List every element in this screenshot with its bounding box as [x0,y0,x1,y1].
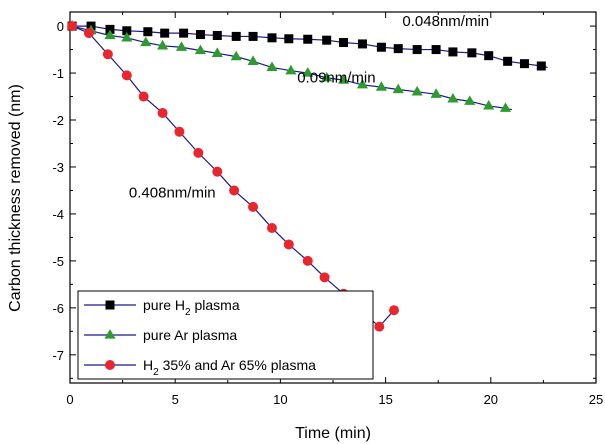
marker-circle [102,49,113,60]
marker-square [160,28,170,38]
marker-triangle [230,50,242,61]
legend-label: H2 35% and Ar 65% plasma [143,357,316,378]
x-tick-label: 5 [172,392,179,407]
marker-triangle [337,74,350,84]
y-tick-label: -2 [52,113,64,128]
series-layer [66,20,548,332]
marker-square [519,59,529,69]
marker-circle [374,321,385,332]
legend: pure H2 plasma pure Ar plasma H2 35% and A… [77,290,374,380]
marker-triangle [447,92,459,103]
marker-circle [138,91,149,102]
marker-triangle [104,329,116,339]
marker-circle [248,201,259,212]
x-tick-label: 15 [378,392,392,407]
marker-triangle [157,39,169,50]
marker-square [376,42,386,52]
series-3 [67,21,400,332]
marker-triangle [392,83,404,94]
marker-square [195,30,205,40]
marker-square [339,38,349,48]
series-2 [66,20,512,112]
marker-square [322,35,332,45]
marker-triangle [464,95,476,105]
rate-annotation: 0.09nm/min [297,69,375,86]
x-tick-label: 0 [66,392,73,407]
x-tick-label: 25 [589,392,603,407]
y-tick-label: -1 [52,66,64,81]
marker-circle [121,70,132,81]
legend-label: pure Ar plasma [143,327,237,343]
marker-triangle [175,41,188,51]
marker-triangle [356,78,369,89]
marker-triangle [211,47,223,57]
marker-square [503,56,513,66]
marker-square [303,34,313,44]
marker-triangle [483,100,495,110]
series-1 [67,21,548,71]
rate-annotation: 0.408nm/min [129,185,216,202]
x-tick-label: 10 [273,392,287,407]
marker-circle [389,305,400,316]
marker-square [448,47,458,57]
x-axis-title: Time (min) [295,425,371,442]
marker-circle [302,255,313,266]
marker-square [467,48,477,58]
marker-triangle [430,88,442,98]
marker-square [231,31,241,41]
marker-circle [67,21,78,32]
y-axis-title: Carbon thickness removed (nm) [7,84,24,312]
marker-square [393,44,403,54]
marker-square [143,27,153,37]
marker-circle [212,166,223,177]
rate-annotation: 0.048nm/min [402,13,489,30]
y-tick-label: -4 [52,207,64,222]
marker-square [484,51,494,61]
marker-square [122,26,132,36]
marker-square [179,28,189,38]
marker-triangle [302,67,314,77]
marker-square [105,300,115,310]
marker-triangle [194,44,207,55]
series-line [72,25,548,69]
marker-square [284,34,294,44]
y-tick-label: -7 [52,348,64,363]
marker-circle [229,185,240,196]
axes: 0 5 10 15 20 25 0 -1 -2 -3 -4 -5 -6 -7 [52,11,603,407]
marker-circle [319,272,330,283]
marker-square [212,30,222,40]
marker-square [267,33,277,43]
marker-triangle [104,29,116,40]
marker-triangle [140,36,152,47]
y-tick-label: 0 [57,19,64,34]
marker-triangle [121,31,133,42]
marker-circle [157,107,168,118]
marker-triangle [247,55,259,65]
marker-square [105,24,115,34]
legend-label: pure H2 plasma [143,297,240,318]
marker-square [248,31,258,41]
marker-circle [105,360,115,370]
marker-circle [174,126,185,137]
marker-triangle [321,71,333,82]
marker-circle [283,239,294,250]
marker-triangle [411,85,423,96]
marker-circle [83,28,94,39]
marker-square [536,61,546,71]
marker-circle [266,223,277,234]
marker-square [431,45,441,55]
marker-square [357,39,367,49]
y-tick-label: -3 [52,160,64,175]
marker-triangle [266,61,278,72]
marker-square [412,45,422,55]
marker-circle [193,147,204,158]
marker-triangle [375,81,387,91]
annotation-layer: 0.048nm/min 0.09nm/min 0.408nm/min [129,13,489,201]
y-tick-label: -5 [52,254,64,269]
marker-triangle [499,102,512,112]
x-tick-label: 20 [484,392,498,407]
marker-triangle [285,64,297,75]
y-tick-label: -6 [52,301,64,316]
